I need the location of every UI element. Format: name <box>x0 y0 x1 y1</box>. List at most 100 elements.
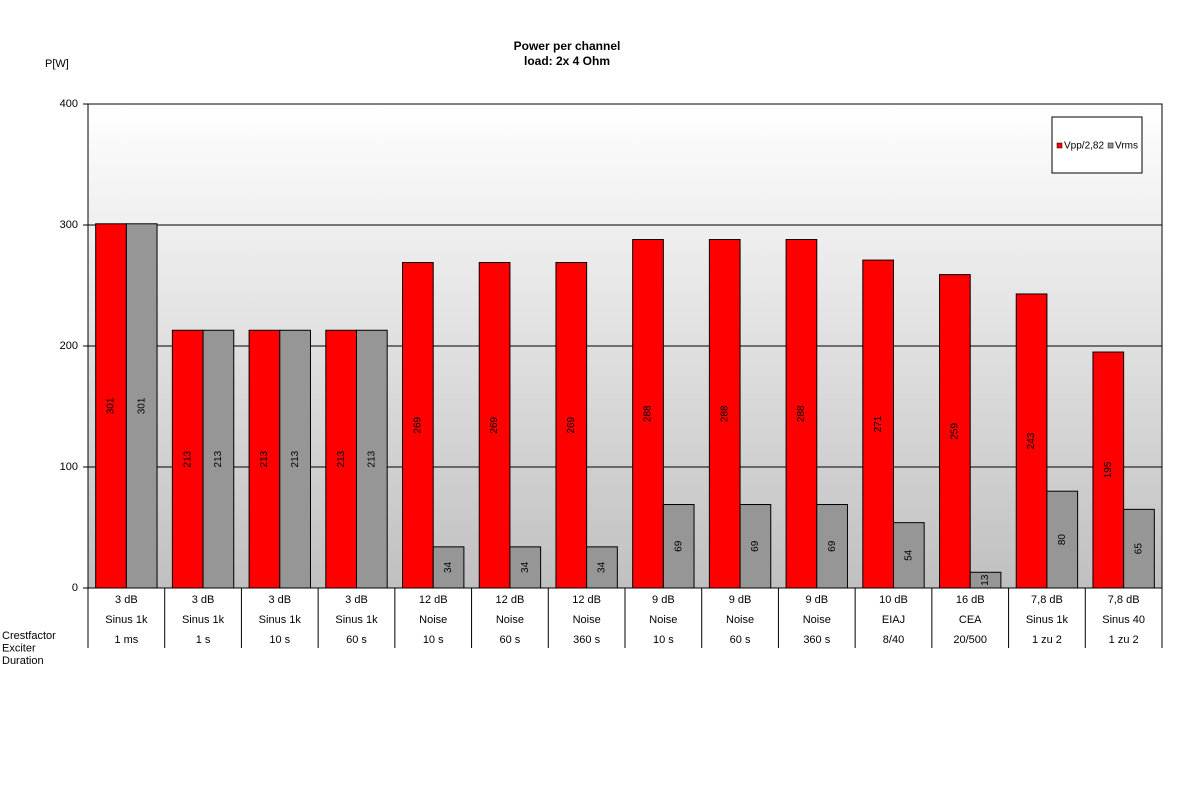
value-label: 288 <box>643 405 654 422</box>
value-label: 213 <box>182 450 193 467</box>
bar <box>1046 490 1079 589</box>
legend-swatch <box>1056 142 1063 149</box>
bar <box>432 546 465 589</box>
category-label: 20/500 <box>953 634 987 646</box>
bar <box>708 239 741 589</box>
value-label: 271 <box>873 415 884 432</box>
bar <box>862 259 894 589</box>
value-label: 269 <box>566 416 577 433</box>
category-label: Sinus 1k <box>182 614 225 626</box>
category-label: 360 s <box>573 634 600 646</box>
legend-swatch <box>1107 142 1114 149</box>
category-label: 1 zu 2 <box>1109 634 1139 646</box>
category-label: Sinus 1k <box>105 614 148 626</box>
category-label: 3 dB <box>268 594 291 606</box>
category-label: 9 dB <box>805 594 828 606</box>
category-label: 1 zu 2 <box>1032 634 1062 646</box>
bar <box>1092 351 1125 589</box>
legend-label: Vrms <box>1115 141 1138 152</box>
value-label: 301 <box>106 397 117 414</box>
category-label: 10 s <box>423 634 444 646</box>
bar <box>1123 508 1155 589</box>
category-label: 8/40 <box>883 634 904 646</box>
bar <box>356 329 388 589</box>
category-label: 12 dB <box>572 594 601 606</box>
value-label: 13 <box>980 574 991 586</box>
category-label: 60 s <box>346 634 367 646</box>
bar <box>632 239 664 589</box>
value-label: 69 <box>673 540 684 552</box>
value-label: 288 <box>796 405 807 422</box>
value-label: 34 <box>443 561 454 573</box>
category-label: 7,8 dB <box>1031 594 1063 606</box>
y-axis-label: P[W] <box>45 58 69 70</box>
value-label: 213 <box>366 450 377 467</box>
y-tick-label: 200 <box>60 340 78 352</box>
bar <box>95 223 127 589</box>
category-label: Sinus 1k <box>335 614 378 626</box>
category-label: Noise <box>419 614 447 626</box>
bar <box>739 504 772 589</box>
bar <box>325 329 358 589</box>
value-label: 34 <box>520 561 531 573</box>
category-label: 9 dB <box>729 594 752 606</box>
chart-subtitle: load: 2x 4 Ohm <box>524 54 610 68</box>
value-label: 269 <box>413 416 424 433</box>
category-label: Noise <box>803 614 831 626</box>
value-label: 213 <box>213 450 224 467</box>
bar <box>402 262 434 589</box>
category-label: 3 dB <box>345 594 368 606</box>
category-label: 3 dB <box>115 594 138 606</box>
category-label: 10 dB <box>879 594 908 606</box>
value-label: 243 <box>1026 432 1037 449</box>
value-label: 69 <box>827 540 838 552</box>
bar <box>248 329 281 589</box>
category-label: 16 dB <box>956 594 985 606</box>
category-label: 1 s <box>196 634 211 646</box>
value-label: 288 <box>719 405 730 422</box>
bar <box>509 546 542 589</box>
value-label: 213 <box>336 450 347 467</box>
chart-title: Power per channel <box>514 39 621 53</box>
category-row-name: Crestfactor <box>2 630 56 642</box>
value-label: 69 <box>750 540 761 552</box>
category-label: Sinus 40 <box>1102 614 1145 626</box>
value-label: 195 <box>1103 461 1114 478</box>
legend-label: Vpp/2,82 <box>1064 141 1104 152</box>
legend-box <box>1051 116 1143 174</box>
value-label: 34 <box>597 561 608 573</box>
category-label: 10 s <box>269 634 290 646</box>
category-label: 7,8 dB <box>1108 594 1140 606</box>
category-label: 10 s <box>653 634 674 646</box>
category-row-name: Duration <box>2 655 44 667</box>
bar <box>555 262 588 589</box>
category-label: Noise <box>573 614 601 626</box>
category-label: 60 s <box>500 634 521 646</box>
bar <box>125 223 158 589</box>
value-label: 301 <box>136 397 147 414</box>
value-label: 259 <box>950 423 961 440</box>
category-label: Sinus 1k <box>259 614 302 626</box>
y-tick-label: 400 <box>60 98 78 110</box>
category-label: CEA <box>959 614 982 626</box>
category-label: Noise <box>726 614 754 626</box>
category-label: Noise <box>649 614 677 626</box>
value-label: 65 <box>1134 543 1145 555</box>
bar <box>939 274 971 589</box>
category-label: 60 s <box>730 634 751 646</box>
bar <box>785 239 818 589</box>
bar <box>586 546 618 589</box>
category-label: 360 s <box>803 634 830 646</box>
bar <box>1015 293 1048 589</box>
bar <box>816 504 848 589</box>
value-label: 80 <box>1057 534 1068 546</box>
value-label: 54 <box>903 549 914 561</box>
bar <box>279 329 311 589</box>
category-label: 3 dB <box>192 594 215 606</box>
category-label: EIAJ <box>882 614 905 626</box>
category-label: 9 dB <box>652 594 675 606</box>
category-label: Sinus 1k <box>1026 614 1069 626</box>
category-label: 12 dB <box>496 594 525 606</box>
category-row-name: Exciter <box>2 642 36 654</box>
